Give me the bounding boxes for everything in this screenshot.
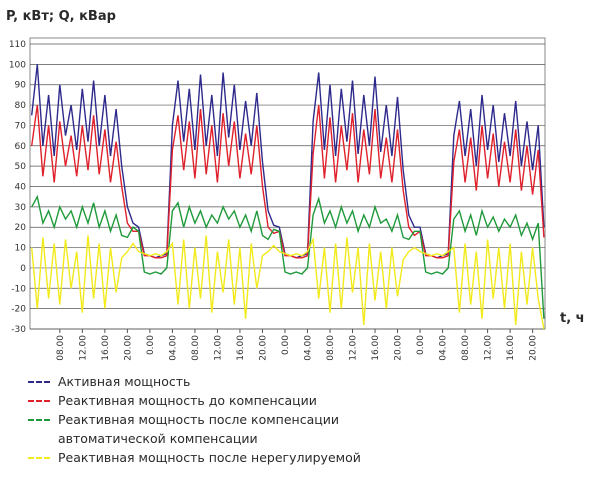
legend-item: Активная мощность: [28, 372, 448, 391]
series-line: [31, 194, 545, 319]
chart-title: P, кВт; Q, кВар: [6, 9, 116, 24]
series-line: [31, 105, 545, 259]
legend-swatch: [28, 400, 50, 402]
x-tick-label: 04.00: [168, 335, 178, 361]
legend-label: Активная мощность: [58, 374, 191, 389]
y-tick-label: 80: [15, 101, 27, 111]
legend-swatch: [28, 419, 50, 421]
y-tick-label: 100: [9, 60, 26, 70]
x-tick-label: 16.00: [101, 335, 111, 361]
legend-label: Реактивная мощность после компенсации ав…: [58, 412, 339, 446]
x-tick-label: 20.00: [394, 335, 404, 361]
legend-item: Реактивная мощность до компенсации: [28, 391, 448, 410]
x-tick-label: 04.00: [439, 335, 449, 361]
y-tick-label: 90: [15, 81, 27, 91]
x-tick-label: 12.00: [484, 335, 494, 361]
y-tick-label: 20: [15, 223, 27, 233]
x-tick-label: 16.00: [506, 335, 516, 361]
legend-swatch: [28, 457, 50, 459]
y-tick-label: 70: [15, 121, 27, 131]
x-tick-label: 04.00: [303, 335, 313, 361]
x-tick-label: 08.00: [191, 335, 201, 361]
series-line: [31, 235, 545, 330]
x-tick-label: 08.00: [326, 335, 336, 361]
y-tick-label: -30: [11, 325, 26, 335]
legend: Активная мощность Реактивная мощность до …: [28, 372, 448, 467]
y-tick-label: 0: [20, 264, 26, 274]
y-tick-label: 110: [9, 40, 26, 50]
y-tick-label: 40: [15, 183, 27, 193]
x-tick-label: 0.00: [146, 335, 156, 355]
legend-item: Реактивная мощность после нерегулируемой: [28, 448, 448, 467]
x-tick-label: 08.00: [461, 335, 471, 361]
x-axis-label: t, ч: [560, 311, 585, 326]
x-tick-label: 16.00: [371, 335, 381, 361]
y-tick-label: 30: [15, 203, 27, 213]
x-tick-label: 20.00: [529, 335, 539, 361]
x-tick-label: 16.00: [236, 335, 246, 361]
chart: P, кВт; Q, кВар t, ч -30 -20 -10 0 10 20 30 40 5…: [6, 9, 585, 361]
x-tick-label: 20.00: [123, 335, 133, 361]
y-tick-label: 50: [15, 162, 27, 172]
x-tick-label: 12.00: [213, 335, 223, 361]
x-tick-label: 08.00: [56, 335, 66, 361]
y-tick-label: 10: [15, 244, 27, 254]
y-tick-label: 60: [15, 142, 27, 152]
x-tick-label: 12.00: [78, 335, 88, 361]
x-tick-label: 12.00: [349, 335, 359, 361]
legend-label: Реактивная мощность после нерегулируемой: [58, 450, 361, 465]
legend-item: Реактивная мощность после компенсации ав…: [28, 410, 448, 448]
legend-label: Реактивная мощность до компенсации: [58, 393, 317, 408]
y-tick-label: -20: [11, 305, 26, 315]
x-tick-label: 0.00: [281, 335, 291, 355]
x-tick-label: 0.00: [416, 335, 426, 355]
legend-swatch: [28, 381, 50, 383]
x-tick-label: 20.00: [258, 335, 268, 361]
y-tick-label: -10: [11, 284, 26, 294]
